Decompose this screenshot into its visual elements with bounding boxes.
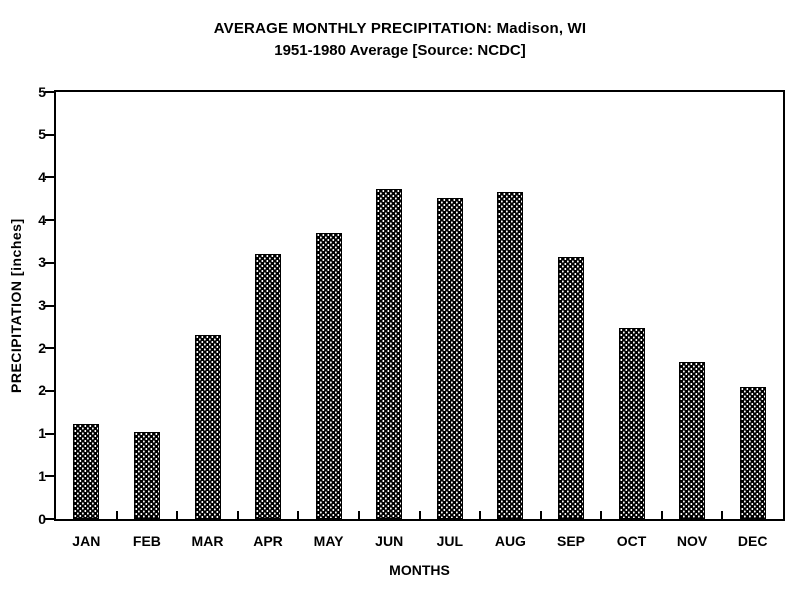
x-tick	[236, 511, 239, 519]
x-tick	[539, 511, 542, 519]
y-tick	[45, 475, 54, 478]
month-label-mar: MAR	[191, 533, 224, 549]
x-tick	[721, 511, 724, 519]
bar-apr	[255, 254, 281, 519]
bar-jul	[436, 197, 463, 519]
x-tick	[660, 511, 663, 519]
y-tick-label: 3	[38, 254, 46, 271]
y-tick-label: 0	[38, 510, 46, 527]
bar-sep	[558, 256, 584, 519]
month-label-jun: JUN	[375, 533, 404, 549]
y-tick	[45, 304, 54, 307]
y-tick-label: 2	[38, 382, 46, 399]
y-tick-label: 1	[38, 467, 46, 484]
bar-oct	[618, 327, 645, 519]
y-tick	[45, 432, 54, 435]
bar-jun	[376, 188, 403, 519]
y-tick	[45, 176, 54, 179]
y-axis-tick-labels: 0 1 1 2 2 3 3 4 4 5 5	[16, 84, 46, 527]
month-label-aug: AUG	[494, 533, 526, 549]
bar-jan	[73, 424, 100, 519]
y-tick-label: 3	[38, 297, 46, 313]
x-axis-tick-labels: JAN FEB MAR APR MAY JUN JUL AUG SEP OCT NOV DEC	[54, 533, 785, 551]
y-tick	[45, 261, 54, 264]
bar-mar	[194, 335, 221, 519]
y-tick	[45, 219, 54, 222]
y-tick-label: 4	[38, 211, 46, 228]
y-tick	[45, 347, 54, 350]
month-label-nov: NOV	[676, 533, 708, 549]
bar-aug	[497, 191, 524, 519]
y-tick	[45, 91, 54, 93]
month-label-jul: JUL	[436, 533, 464, 549]
month-label-apr: APR	[253, 533, 283, 549]
x-tick	[176, 511, 179, 519]
x-tick	[357, 511, 360, 519]
y-tick-label: 4	[38, 168, 46, 185]
y-tick-label: 5	[38, 126, 46, 143]
y-tick-label: 5	[38, 83, 46, 100]
month-label-sep: SEP	[556, 533, 585, 549]
chart-title: AVERAGE MONTHLY PRECIPITATION: Madison, …	[213, 20, 587, 37]
month-label-feb: FEB	[132, 533, 161, 549]
bar-feb	[133, 431, 160, 519]
month-label-jan: JAN	[72, 533, 101, 549]
x-tick	[418, 511, 421, 519]
month-label-oct: OCT	[616, 533, 647, 549]
y-tick	[45, 518, 54, 520]
month-label-dec: DEC	[737, 533, 768, 549]
x-tick	[479, 511, 482, 519]
x-tick	[600, 511, 603, 519]
x-axis-title: MONTHS	[389, 562, 450, 578]
x-tick	[297, 511, 300, 519]
y-tick	[45, 133, 54, 136]
y-tick-label: 2	[38, 339, 46, 356]
bar-nov	[679, 361, 706, 519]
bar-dec	[739, 386, 766, 519]
y-tick-label: 1	[38, 425, 46, 442]
bar-may	[315, 232, 342, 519]
plot-area	[45, 90, 785, 521]
month-label-may: MAY	[313, 533, 344, 549]
y-tick	[45, 389, 54, 392]
chart-subtitle: 1951-1980 Average [Source: NCDC]	[274, 42, 526, 59]
x-tick	[115, 511, 118, 519]
